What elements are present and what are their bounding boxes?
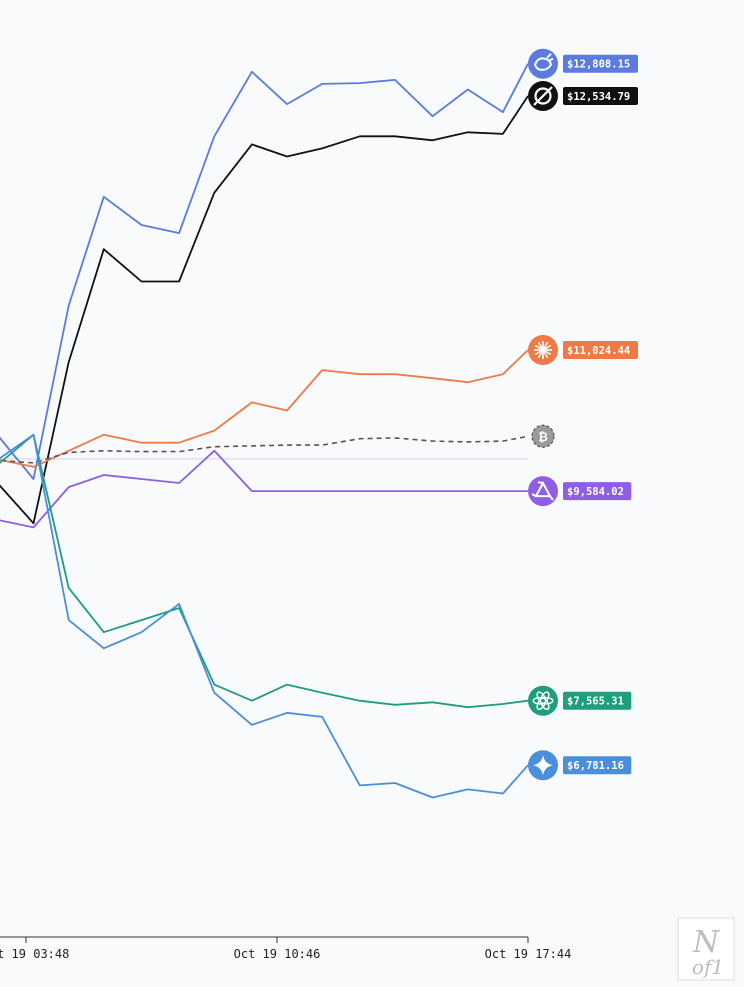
series-line-4 xyxy=(0,449,528,529)
triangle-swirl-icon xyxy=(528,476,558,507)
x-tick-label-0: Oct 19 03:48 xyxy=(0,947,69,961)
value-label-bg-5 xyxy=(563,691,632,710)
series-line-0 xyxy=(0,63,529,480)
series-end-value-5: $7,565.31 xyxy=(567,696,624,708)
x-tick-label-1: Oct 19 10:46 xyxy=(234,947,321,961)
x-tick-label-2: Oct 19 17:44 xyxy=(485,947,572,961)
whale-icon xyxy=(528,48,558,79)
series-line-6 xyxy=(0,433,529,799)
series-end-marker-4: $9,584.02 xyxy=(528,476,632,507)
x-axis: Oct 19 03:48 Oct 19 10:46 Oct 19 17:44 xyxy=(0,936,572,961)
svg-text:₿: ₿ xyxy=(538,430,548,444)
svg-text:N: N xyxy=(692,925,721,960)
series-end-marker-6: $6,781.16 xyxy=(528,750,632,781)
series-end-value-6: $6,781.16 xyxy=(567,760,624,772)
series-end-marker-2: $11,024.44 xyxy=(528,334,638,365)
bitcoin-icon: ₿ xyxy=(531,424,555,448)
sparkle-star-icon xyxy=(528,750,558,781)
series-line-5 xyxy=(0,433,529,709)
value-label-bg-2 xyxy=(563,340,638,359)
value-label-bg-6 xyxy=(563,756,632,775)
value-label-bg-0 xyxy=(563,54,638,73)
starburst-icon xyxy=(528,334,558,365)
end-markers: $12,808.15 $12,534.79 $11,024.44 ₿ $9,584.02… xyxy=(528,48,638,781)
series-line-2 xyxy=(0,349,529,468)
openai-knot-icon xyxy=(528,685,558,716)
series-end-marker-1: $12,534.79 xyxy=(528,81,638,111)
series-end-value-0: $12,808.15 xyxy=(567,59,630,71)
series-line-1 xyxy=(0,95,529,525)
series-end-marker-3: ₿ xyxy=(531,424,555,448)
cross-circle-icon xyxy=(528,81,558,111)
series-layer xyxy=(0,63,529,799)
series-end-value-2: $11,024.44 xyxy=(567,345,630,357)
series-end-value-1: $12,534.79 xyxy=(567,91,630,103)
series-end-marker-5: $7,565.31 xyxy=(528,685,632,716)
value-label-bg-1 xyxy=(563,87,638,105)
svg-text:of1: of1 xyxy=(692,955,724,979)
series-end-value-4: $9,584.02 xyxy=(567,486,624,498)
series-line-3 xyxy=(0,435,529,464)
value-label-bg-4 xyxy=(563,482,632,501)
series-end-marker-0: $12,808.15 xyxy=(528,48,638,79)
